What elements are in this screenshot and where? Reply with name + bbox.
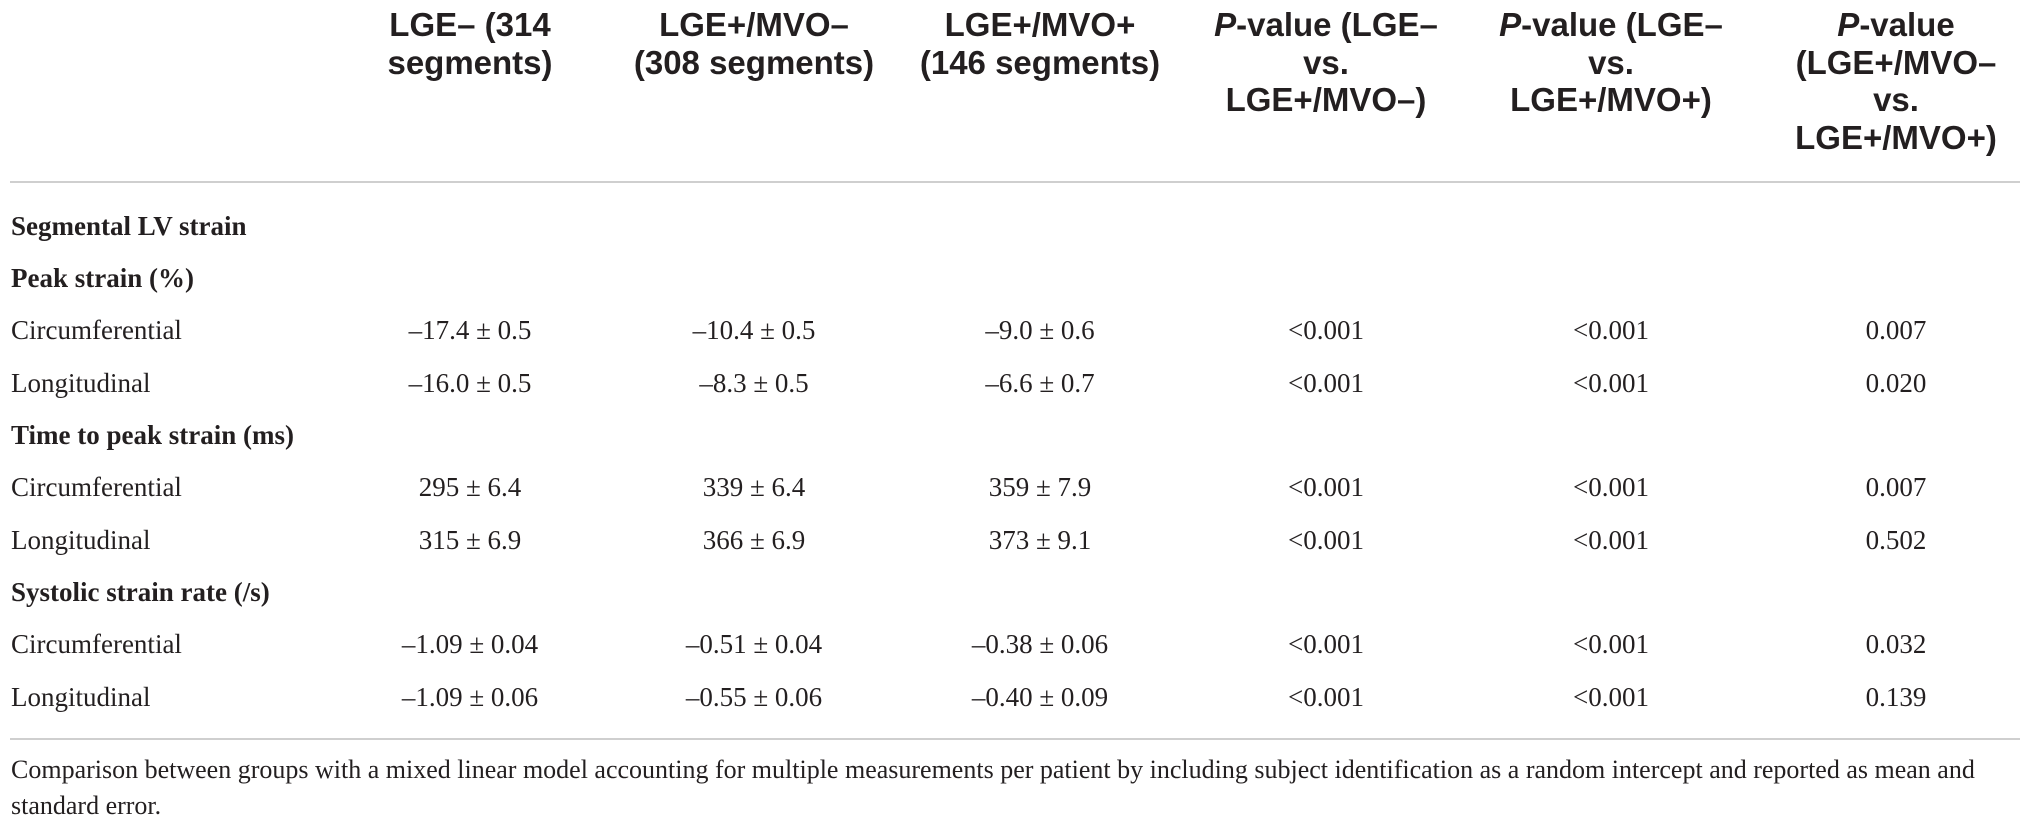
section-label: Peak strain (%) — [11, 263, 194, 293]
table-cell: –0.51 ± 0.04 — [685, 629, 823, 659]
header-line: P-value — [1766, 6, 2026, 44]
header-divider — [10, 181, 2020, 183]
header-line: LGE– (314 — [389, 6, 551, 43]
table-cell: <0.001 — [1288, 629, 1364, 659]
table-cell: –17.4 ± 0.5 — [408, 315, 532, 345]
header-line: LGE+/MVO+) — [1510, 81, 1712, 118]
table-cell: 0.007 — [1865, 315, 1927, 345]
table-cell: <0.001 — [1288, 682, 1364, 712]
section-row: Segmental LV strain — [0, 200, 2030, 252]
header-line: LGE+/MVO+ — [944, 6, 1136, 43]
table-cell: <0.001 — [1573, 629, 1649, 659]
section-label: Segmental LV strain — [11, 211, 247, 241]
footer-divider — [10, 738, 2020, 740]
header-text: -value (LGE– — [1521, 6, 1723, 43]
column-header-lge-pos-mvo-pos: LGE+/MVO+ (146 segments) — [910, 6, 1170, 81]
table-cell: <0.001 — [1288, 315, 1364, 345]
table-cell: –0.38 ± 0.06 — [971, 629, 1109, 659]
column-header-pvalue-3: P-value (LGE+/MVO– vs. LGE+/MVO+) — [1766, 6, 2026, 156]
table-cell: <0.001 — [1573, 368, 1649, 398]
table-footnote: Comparison between groups with a mixed l… — [11, 755, 1975, 820]
section-row: Peak strain (%) — [0, 252, 2030, 304]
header-line: LGE+/MVO–) — [1225, 81, 1427, 118]
section-row: Time to peak strain (ms) — [0, 409, 2030, 461]
table-row: Circumferential –17.4 ± 0.5 –10.4 ± 0.5 … — [0, 304, 2030, 356]
section-row: Systolic strain rate (/s) — [0, 566, 2030, 618]
column-header-lge-pos-mvo-neg: LGE+/MVO– (308 segments) — [624, 6, 884, 81]
header-line: P-value (LGE– — [1481, 6, 1741, 44]
table-cell: 315 ± 6.9 — [418, 525, 522, 555]
table-cell: <0.001 — [1288, 525, 1364, 555]
table-cell: –0.40 ± 0.09 — [971, 682, 1109, 712]
table-cell: <0.001 — [1288, 368, 1364, 398]
table-cell: 359 ± 7.9 — [988, 472, 1092, 502]
row-label: Circumferential — [11, 629, 182, 659]
section-label: Systolic strain rate (/s) — [11, 577, 270, 607]
table-cell: <0.001 — [1573, 682, 1649, 712]
header-line: (308 segments) — [633, 43, 875, 81]
header-line: (LGE+/MVO– — [1795, 43, 1997, 81]
table-cell: 0.032 — [1865, 629, 1927, 659]
section-label: Time to peak strain (ms) — [11, 420, 294, 450]
header-line: LGE+/MVO+) — [1795, 118, 1997, 156]
header-text: -value — [1859, 6, 1955, 43]
table-cell: 0.502 — [1865, 525, 1927, 555]
row-label: Longitudinal — [11, 682, 151, 712]
table-cell: 373 ± 9.1 — [988, 525, 1092, 555]
header-line: vs. — [1873, 81, 1919, 118]
header-line: vs. — [1588, 43, 1634, 81]
header-line: (146 segments) — [919, 43, 1161, 81]
table-row: Longitudinal 315 ± 6.9 366 ± 6.9 373 ± 9… — [0, 514, 2030, 566]
table-cell: –10.4 ± 0.5 — [692, 315, 816, 345]
column-header-pvalue-2: P-value (LGE– vs. LGE+/MVO+) — [1481, 6, 1741, 119]
table-cell: 0.020 — [1865, 368, 1927, 398]
header-line: vs. — [1303, 43, 1349, 81]
p-italic: P — [1499, 6, 1522, 43]
p-italic: P — [1837, 6, 1860, 43]
table-cell: 0.139 — [1865, 682, 1927, 712]
column-header-pvalue-1: P-value (LGE– vs. LGE+/MVO–) — [1196, 6, 1456, 119]
header-line: segments) — [387, 43, 553, 81]
table-row: Circumferential –1.09 ± 0.04 –0.51 ± 0.0… — [0, 618, 2030, 670]
table-cell: 339 ± 6.4 — [702, 472, 806, 502]
header-line: LGE+/MVO– — [659, 6, 849, 43]
table-cell: 366 ± 6.9 — [702, 525, 806, 555]
row-label: Longitudinal — [11, 368, 151, 398]
table-cell: <0.001 — [1573, 525, 1649, 555]
row-label: Circumferential — [11, 472, 182, 502]
header-line: P-value (LGE– — [1196, 6, 1456, 44]
table-cell: –9.0 ± 0.6 — [985, 315, 1095, 345]
table-cell: 0.007 — [1865, 472, 1927, 502]
table-cell: –8.3 ± 0.5 — [699, 368, 809, 398]
table-cell: <0.001 — [1573, 315, 1649, 345]
table-row: Longitudinal –16.0 ± 0.5 –8.3 ± 0.5 –6.6… — [0, 357, 2030, 409]
row-label: Circumferential — [11, 315, 182, 345]
table-header: LGE– (314 segments) LGE+/MVO– (308 segme… — [0, 0, 2030, 180]
table-cell: –16.0 ± 0.5 — [408, 368, 532, 398]
table-cell: –0.55 ± 0.06 — [685, 682, 823, 712]
table-cell: <0.001 — [1288, 472, 1364, 502]
table-cell: –1.09 ± 0.06 — [401, 682, 539, 712]
table-cell: <0.001 — [1573, 472, 1649, 502]
header-text: -value (LGE– — [1236, 6, 1438, 43]
column-header-lge-neg: LGE– (314 segments) — [360, 6, 580, 81]
table-row: Circumferential 295 ± 6.4 339 ± 6.4 359 … — [0, 461, 2030, 513]
p-italic: P — [1214, 6, 1237, 43]
table-cell: –1.09 ± 0.04 — [401, 629, 539, 659]
table-cell: –6.6 ± 0.7 — [985, 368, 1095, 398]
table-cell: 295 ± 6.4 — [418, 472, 522, 502]
row-label: Longitudinal — [11, 525, 151, 555]
table-row: Longitudinal –1.09 ± 0.06 –0.55 ± 0.06 –… — [0, 671, 2030, 723]
